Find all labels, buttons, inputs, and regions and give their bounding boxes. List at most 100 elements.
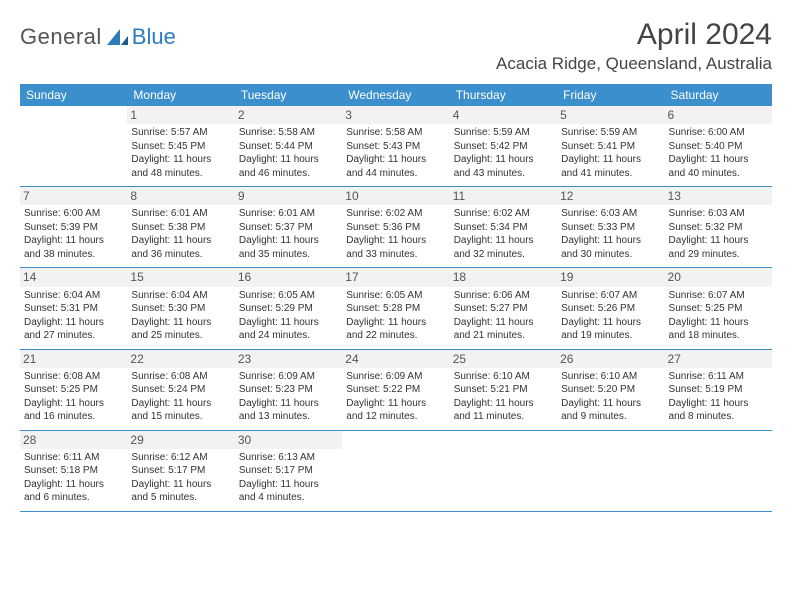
sunrise-text: Sunrise: 6:09 AM — [346, 370, 445, 384]
sunset-text: Sunset: 5:41 PM — [561, 140, 660, 154]
day-cell: 11Sunrise: 6:02 AMSunset: 5:34 PMDayligh… — [450, 187, 557, 267]
sunset-text: Sunset: 5:30 PM — [131, 302, 230, 316]
daylight-text-2: and 32 minutes. — [454, 248, 553, 262]
daylight-text-1: Daylight: 11 hours — [131, 316, 230, 330]
weekday-monday: Monday — [127, 84, 234, 106]
daylight-text-2: and 6 minutes. — [24, 491, 123, 505]
day-number: 28 — [20, 431, 127, 449]
daylight-text-1: Daylight: 11 hours — [669, 397, 768, 411]
daylight-text-1: Daylight: 11 hours — [239, 234, 338, 248]
day-number: 30 — [235, 431, 342, 449]
weekday-friday: Friday — [557, 84, 664, 106]
weekday-saturday: Saturday — [665, 84, 772, 106]
daylight-text-1: Daylight: 11 hours — [346, 316, 445, 330]
sunrise-text: Sunrise: 6:13 AM — [239, 451, 338, 465]
day-cell: 13Sunrise: 6:03 AMSunset: 5:32 PMDayligh… — [665, 187, 772, 267]
daylight-text-1: Daylight: 11 hours — [24, 316, 123, 330]
daylight-text-2: and 40 minutes. — [669, 167, 768, 181]
day-number: 1 — [127, 106, 234, 124]
day-cell — [665, 431, 772, 511]
day-cell: 16Sunrise: 6:05 AMSunset: 5:29 PMDayligh… — [235, 268, 342, 348]
day-number: 10 — [342, 187, 449, 205]
sunset-text: Sunset: 5:38 PM — [131, 221, 230, 235]
sunset-text: Sunset: 5:43 PM — [346, 140, 445, 154]
day-number: 26 — [557, 350, 664, 368]
week-row: 7Sunrise: 6:00 AMSunset: 5:39 PMDaylight… — [20, 187, 772, 268]
sunset-text: Sunset: 5:37 PM — [239, 221, 338, 235]
day-cell: 12Sunrise: 6:03 AMSunset: 5:33 PMDayligh… — [557, 187, 664, 267]
sunset-text: Sunset: 5:25 PM — [669, 302, 768, 316]
sunset-text: Sunset: 5:45 PM — [131, 140, 230, 154]
day-cell: 19Sunrise: 6:07 AMSunset: 5:26 PMDayligh… — [557, 268, 664, 348]
sunrise-text: Sunrise: 6:04 AM — [24, 289, 123, 303]
daylight-text-2: and 15 minutes. — [131, 410, 230, 424]
day-number: 9 — [235, 187, 342, 205]
daylight-text-2: and 30 minutes. — [561, 248, 660, 262]
week-row: 14Sunrise: 6:04 AMSunset: 5:31 PMDayligh… — [20, 268, 772, 349]
daylight-text-2: and 41 minutes. — [561, 167, 660, 181]
sunrise-text: Sunrise: 6:11 AM — [669, 370, 768, 384]
day-number — [665, 431, 772, 449]
sunset-text: Sunset: 5:32 PM — [669, 221, 768, 235]
sail-icon — [106, 27, 130, 47]
day-cell — [20, 106, 127, 186]
sunrise-text: Sunrise: 6:05 AM — [346, 289, 445, 303]
day-number: 25 — [450, 350, 557, 368]
day-cell: 26Sunrise: 6:10 AMSunset: 5:20 PMDayligh… — [557, 350, 664, 430]
sunset-text: Sunset: 5:25 PM — [24, 383, 123, 397]
calendar-body: 1Sunrise: 5:57 AMSunset: 5:45 PMDaylight… — [20, 106, 772, 512]
sunset-text: Sunset: 5:27 PM — [454, 302, 553, 316]
brand-logo: General Blue — [20, 24, 176, 50]
daylight-text-1: Daylight: 11 hours — [561, 234, 660, 248]
daylight-text-1: Daylight: 11 hours — [239, 316, 338, 330]
sunset-text: Sunset: 5:26 PM — [561, 302, 660, 316]
sunset-text: Sunset: 5:39 PM — [24, 221, 123, 235]
weekday-tuesday: Tuesday — [235, 84, 342, 106]
day-number — [557, 431, 664, 449]
day-cell: 25Sunrise: 6:10 AMSunset: 5:21 PMDayligh… — [450, 350, 557, 430]
title-block: April 2024 Acacia Ridge, Queensland, Aus… — [496, 18, 772, 74]
day-number: 20 — [665, 268, 772, 286]
sunset-text: Sunset: 5:22 PM — [346, 383, 445, 397]
day-number: 22 — [127, 350, 234, 368]
day-number: 27 — [665, 350, 772, 368]
daylight-text-2: and 24 minutes. — [239, 329, 338, 343]
sunrise-text: Sunrise: 6:10 AM — [454, 370, 553, 384]
daylight-text-1: Daylight: 11 hours — [454, 153, 553, 167]
weekday-wednesday: Wednesday — [342, 84, 449, 106]
daylight-text-1: Daylight: 11 hours — [346, 397, 445, 411]
day-number: 24 — [342, 350, 449, 368]
sunrise-text: Sunrise: 6:00 AM — [669, 126, 768, 140]
day-cell: 6Sunrise: 6:00 AMSunset: 5:40 PMDaylight… — [665, 106, 772, 186]
sunset-text: Sunset: 5:44 PM — [239, 140, 338, 154]
sunset-text: Sunset: 5:28 PM — [346, 302, 445, 316]
weekday-thursday: Thursday — [450, 84, 557, 106]
brand-text-2: Blue — [132, 24, 176, 50]
day-number: 3 — [342, 106, 449, 124]
day-number: 29 — [127, 431, 234, 449]
day-number: 14 — [20, 268, 127, 286]
day-number: 12 — [557, 187, 664, 205]
daylight-text-2: and 19 minutes. — [561, 329, 660, 343]
daylight-text-2: and 35 minutes. — [239, 248, 338, 262]
day-cell: 28Sunrise: 6:11 AMSunset: 5:18 PMDayligh… — [20, 431, 127, 511]
day-number: 8 — [127, 187, 234, 205]
daylight-text-1: Daylight: 11 hours — [346, 234, 445, 248]
sunrise-text: Sunrise: 5:59 AM — [561, 126, 660, 140]
daylight-text-2: and 44 minutes. — [346, 167, 445, 181]
day-cell: 21Sunrise: 6:08 AMSunset: 5:25 PMDayligh… — [20, 350, 127, 430]
week-row: 28Sunrise: 6:11 AMSunset: 5:18 PMDayligh… — [20, 431, 772, 512]
sunrise-text: Sunrise: 6:02 AM — [346, 207, 445, 221]
daylight-text-1: Daylight: 11 hours — [454, 397, 553, 411]
calendar: SundayMondayTuesdayWednesdayThursdayFrid… — [20, 84, 772, 512]
day-number: 6 — [665, 106, 772, 124]
daylight-text-2: and 12 minutes. — [346, 410, 445, 424]
day-cell: 15Sunrise: 6:04 AMSunset: 5:30 PMDayligh… — [127, 268, 234, 348]
daylight-text-1: Daylight: 11 hours — [454, 234, 553, 248]
sunrise-text: Sunrise: 6:00 AM — [24, 207, 123, 221]
day-number: 21 — [20, 350, 127, 368]
sunrise-text: Sunrise: 5:59 AM — [454, 126, 553, 140]
week-row: 1Sunrise: 5:57 AMSunset: 5:45 PMDaylight… — [20, 106, 772, 187]
sunrise-text: Sunrise: 6:04 AM — [131, 289, 230, 303]
day-cell: 4Sunrise: 5:59 AMSunset: 5:42 PMDaylight… — [450, 106, 557, 186]
